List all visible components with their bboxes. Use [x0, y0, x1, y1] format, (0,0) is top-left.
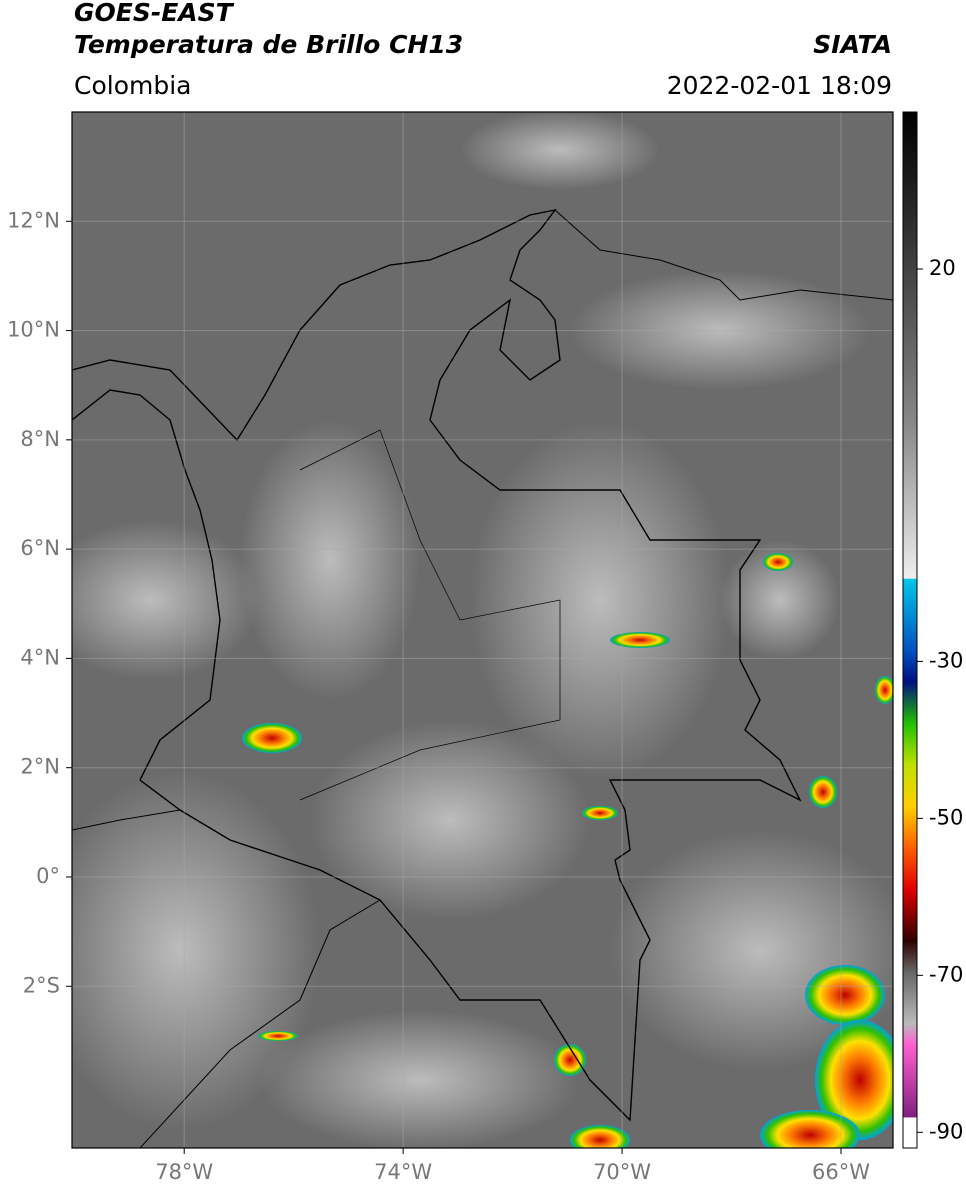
lat-tick-label: 2°N	[20, 755, 60, 779]
lat-tick-label: 12°N	[7, 208, 60, 232]
region: Colombia	[74, 71, 191, 100]
colorbar-label: -30	[929, 648, 963, 672]
map-frame	[71, 111, 894, 1149]
colorbar-label: -70	[929, 962, 963, 986]
source: SIATA	[813, 30, 892, 59]
colorbar-label: 20	[929, 256, 956, 280]
subtitle: Temperatura de Brillo CH13	[74, 30, 463, 59]
colorbar	[902, 111, 918, 1149]
lat-tick-label: 4°N	[20, 645, 60, 669]
lat-tick-label: 2°S	[23, 973, 60, 997]
lat-tick-label: 10°N	[7, 318, 60, 342]
colorbar-label: -90	[929, 1119, 963, 1143]
lat-tick-label: 0°	[36, 864, 60, 888]
lat-tick-label: 6°N	[20, 536, 60, 560]
lon-tick-label: 78°W	[155, 1160, 213, 1184]
lon-tick-label: 66°W	[812, 1160, 870, 1184]
lon-tick-label: 74°W	[374, 1160, 432, 1184]
lat-tick-label: 8°N	[20, 427, 60, 451]
title: GOES-EAST	[74, 0, 235, 27]
datetime: 2022-02-01 18:09	[667, 71, 892, 100]
colorbar-label: -50	[929, 805, 963, 829]
lon-tick-label: 70°W	[593, 1160, 651, 1184]
satellite-image	[72, 112, 893, 1148]
